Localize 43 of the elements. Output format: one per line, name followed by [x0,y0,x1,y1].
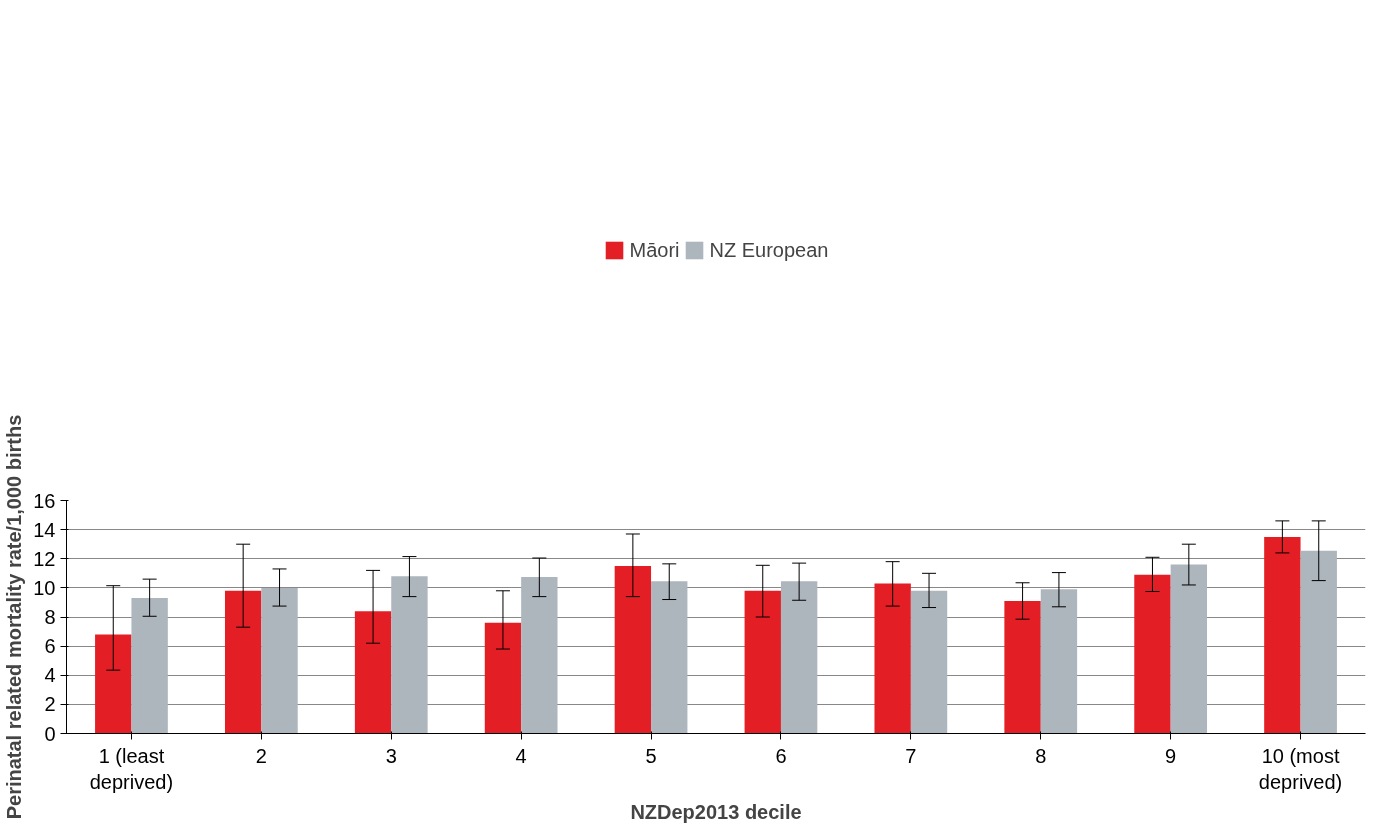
y-tick-label: 8 [44,606,56,628]
bar [131,598,168,734]
bar [744,590,781,734]
bar [224,590,262,734]
y-tick-label: 2 [44,693,56,716]
bar [1264,536,1301,734]
y-tick-label: 4 [44,664,56,687]
x-tick-label: 5 [645,744,657,767]
x-tick-label: 6 [775,744,787,767]
bar [354,611,392,734]
bar [95,634,132,734]
bar [874,583,911,734]
x-tick-label: 4 [515,744,527,767]
y-tick-label: 12 [33,547,56,570]
bar [910,590,948,734]
x-axis-title: NZDep2013 decile [630,800,802,823]
bar [1300,550,1337,734]
bar [1040,589,1078,734]
x-tick-label: 10 (most deprived) [1258,744,1343,793]
y-tick-label: 16 [33,489,56,512]
legend-label: NZ European [709,238,829,262]
bar [1004,600,1041,734]
x-tick-label: 8 [1035,744,1047,767]
x-tick-label: 3 [385,744,397,767]
y-tick-label: 6 [44,635,56,658]
x-tick-label: 2 [255,744,267,767]
bar [1134,574,1171,734]
bar [780,581,818,734]
bar [391,576,428,734]
y-tick-label: 14 [33,518,56,541]
x-tick-label: 7 [905,744,917,767]
y-tick-label: 0 [44,722,56,745]
bar [261,587,298,734]
bar [484,622,522,734]
y-tick-label: 10 [33,576,56,599]
bar [651,581,688,734]
y-axis-title: Perinatal related mortality rate/1,000 births [3,414,26,820]
bar [521,576,558,734]
bar [614,566,652,734]
x-tick-label: 1 (least deprived) [89,744,174,793]
x-tick-label: 9 [1165,744,1177,767]
legend-label: Māori [629,238,680,262]
bar [1170,564,1208,734]
